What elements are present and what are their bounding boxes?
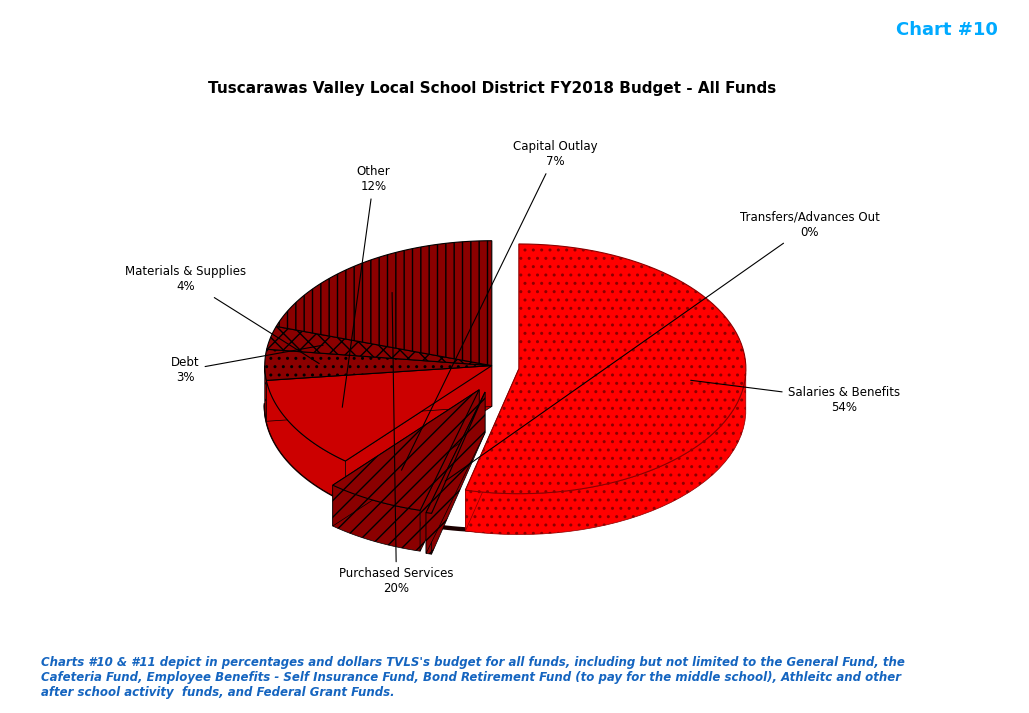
- Polygon shape: [267, 366, 492, 461]
- Polygon shape: [346, 366, 492, 502]
- Polygon shape: [267, 366, 492, 421]
- Text: Materials & Supplies
4%: Materials & Supplies 4%: [125, 265, 319, 364]
- Polygon shape: [267, 381, 346, 502]
- Text: Transfers/Advances Out
0%: Transfers/Advances Out 0%: [446, 211, 880, 481]
- Polygon shape: [465, 373, 746, 535]
- Polygon shape: [332, 485, 420, 551]
- Polygon shape: [426, 392, 485, 513]
- Polygon shape: [426, 392, 485, 553]
- Text: Tuscarawas Valley Local School District FY2018 Budget - All Funds: Tuscarawas Valley Local School District …: [208, 81, 776, 96]
- Polygon shape: [465, 244, 746, 493]
- Polygon shape: [426, 513, 431, 554]
- Text: Capital Outlay
7%: Capital Outlay 7%: [401, 140, 598, 471]
- Text: Debt
3%: Debt 3%: [171, 345, 323, 384]
- Text: Other
12%: Other 12%: [343, 165, 391, 407]
- Polygon shape: [264, 366, 267, 421]
- Text: Salaries & Benefits
54%: Salaries & Benefits 54%: [690, 380, 899, 414]
- Polygon shape: [431, 392, 485, 554]
- Polygon shape: [332, 390, 480, 526]
- Polygon shape: [276, 241, 492, 366]
- Text: Chart #10: Chart #10: [896, 21, 998, 39]
- Text: Charts #10 & #11 depict in percentages and dollars TVLS's budget for all funds, : Charts #10 & #11 depict in percentages a…: [41, 656, 906, 699]
- Polygon shape: [264, 349, 492, 381]
- Polygon shape: [267, 366, 492, 421]
- Polygon shape: [267, 327, 492, 366]
- Polygon shape: [420, 390, 480, 551]
- Text: Purchased Services
20%: Purchased Services 20%: [340, 292, 454, 595]
- Polygon shape: [332, 390, 480, 511]
- Polygon shape: [465, 369, 519, 531]
